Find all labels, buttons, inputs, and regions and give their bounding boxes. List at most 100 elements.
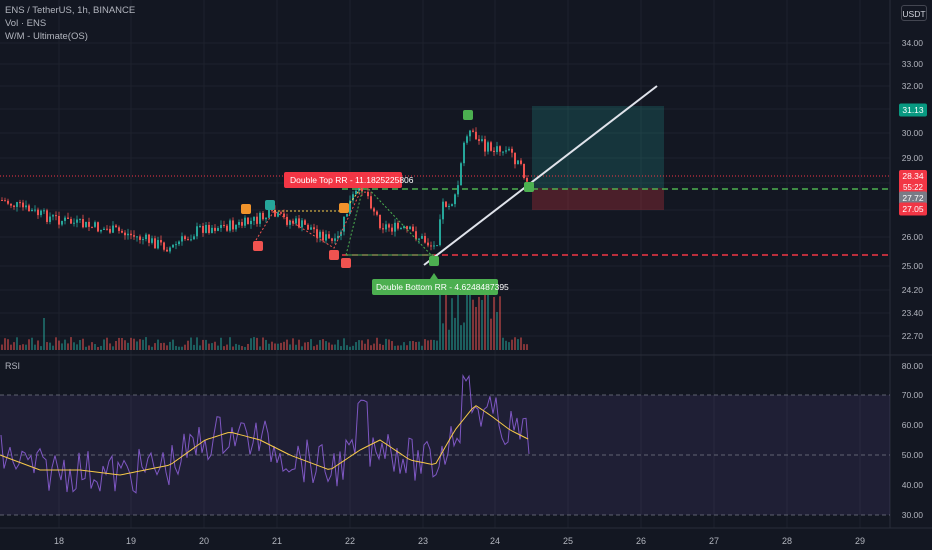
candle-body	[322, 231, 324, 241]
candle-body	[526, 178, 528, 182]
candle-body	[88, 221, 90, 227]
candle-body	[178, 241, 180, 245]
volume-bar	[457, 293, 459, 350]
volume-bar	[517, 339, 519, 350]
volume-bar	[52, 345, 54, 350]
volume-bar	[169, 341, 171, 350]
entry-price-tag: 27.72	[902, 193, 924, 203]
candle-body	[157, 240, 159, 249]
candle-body	[391, 227, 393, 232]
volume-bar	[10, 344, 12, 350]
rsi-axis-label: 60.00	[902, 420, 924, 430]
candle-body	[406, 226, 408, 230]
volume-bar	[16, 337, 18, 350]
volume-bar	[355, 342, 357, 350]
double-top-pattern	[255, 183, 365, 249]
volume-bar	[274, 343, 276, 350]
volume-bar	[262, 337, 264, 350]
candle-body	[43, 210, 45, 212]
volume-bar	[439, 291, 441, 350]
candle-body	[433, 245, 435, 247]
volume-bar	[91, 342, 93, 350]
double-bottom-pattern	[345, 182, 435, 259]
breakout-marker	[429, 256, 439, 266]
candle-body	[448, 205, 450, 207]
candle-body	[34, 209, 36, 211]
volume-bar	[193, 344, 195, 350]
candle-body	[268, 209, 270, 218]
candle-body	[307, 224, 309, 230]
volume-bar	[148, 345, 150, 350]
indicator-legend[interactable]: W/M - Ultimate(OS)	[5, 31, 88, 42]
volume-legend[interactable]: Vol · ENS	[5, 18, 47, 29]
volume-bar	[235, 343, 237, 350]
pivot-low-marker	[341, 258, 351, 268]
candle-body	[283, 213, 285, 217]
volume-bar	[154, 343, 156, 350]
candle-body	[514, 152, 516, 165]
volume-bar	[307, 342, 309, 350]
volume-bar	[283, 341, 285, 350]
volume-bar	[73, 342, 75, 350]
candle-body	[121, 230, 123, 233]
volume-bar	[259, 346, 261, 350]
volume-bar	[490, 318, 492, 350]
volume-bar	[475, 306, 477, 350]
candle-body	[106, 228, 108, 230]
volume-bar	[244, 346, 246, 350]
candle-body	[70, 218, 72, 224]
volume-bar	[403, 342, 405, 350]
candle-body	[331, 238, 333, 241]
candle-body	[115, 225, 117, 228]
candle-body	[388, 224, 390, 228]
breakout-marker	[524, 182, 534, 192]
volume-bar	[178, 346, 180, 350]
volume-bar	[337, 339, 339, 350]
volume-bar	[223, 346, 225, 350]
candle-body	[250, 220, 252, 225]
volume-bar	[217, 345, 219, 350]
volume-bar	[103, 339, 105, 350]
current-price-tag-bg	[899, 170, 927, 194]
volume-bar	[49, 342, 51, 350]
volume-bar	[106, 337, 108, 350]
candle-body	[67, 217, 69, 219]
candle-body	[430, 245, 432, 247]
candle-body	[199, 225, 201, 227]
candle-body	[82, 219, 84, 228]
candle-body	[289, 220, 291, 225]
volume-bar	[187, 340, 189, 350]
candle-body	[19, 202, 21, 204]
volume-bar	[415, 341, 417, 350]
candle-body	[346, 213, 348, 217]
candle-body	[496, 146, 498, 153]
time-axis-label: 26	[636, 536, 646, 546]
volume-bar	[394, 345, 396, 350]
candle-body	[40, 210, 42, 216]
symbol-title[interactable]: ENS / TetherUS, 1h, BINANCE	[5, 5, 136, 16]
volume-bar	[160, 343, 162, 350]
candle-body	[352, 194, 354, 201]
candle-body	[454, 194, 456, 205]
candle-body	[28, 205, 30, 212]
candle-body	[127, 233, 129, 236]
volume-bar	[364, 343, 366, 350]
candle-body	[472, 130, 474, 132]
volume-bar	[505, 340, 507, 350]
double-top-label: Double Top RR - 11.1825225806	[290, 175, 414, 185]
volume-bar	[70, 337, 72, 350]
candle-body	[94, 222, 96, 227]
candle-body	[367, 191, 369, 197]
volume-bar	[172, 339, 174, 350]
currency-unit-button[interactable]: USDT	[901, 5, 927, 21]
candle-body	[136, 236, 138, 238]
volume-bar	[370, 345, 372, 350]
price-axis-label: 24.20	[902, 285, 924, 295]
candle-body	[394, 222, 396, 232]
volume-bar	[7, 339, 9, 350]
rsi-axis-label: 70.00	[902, 390, 924, 400]
volume-bar	[349, 346, 351, 350]
volume-bar	[211, 343, 213, 350]
price-axis-label: 29.00	[902, 153, 924, 163]
